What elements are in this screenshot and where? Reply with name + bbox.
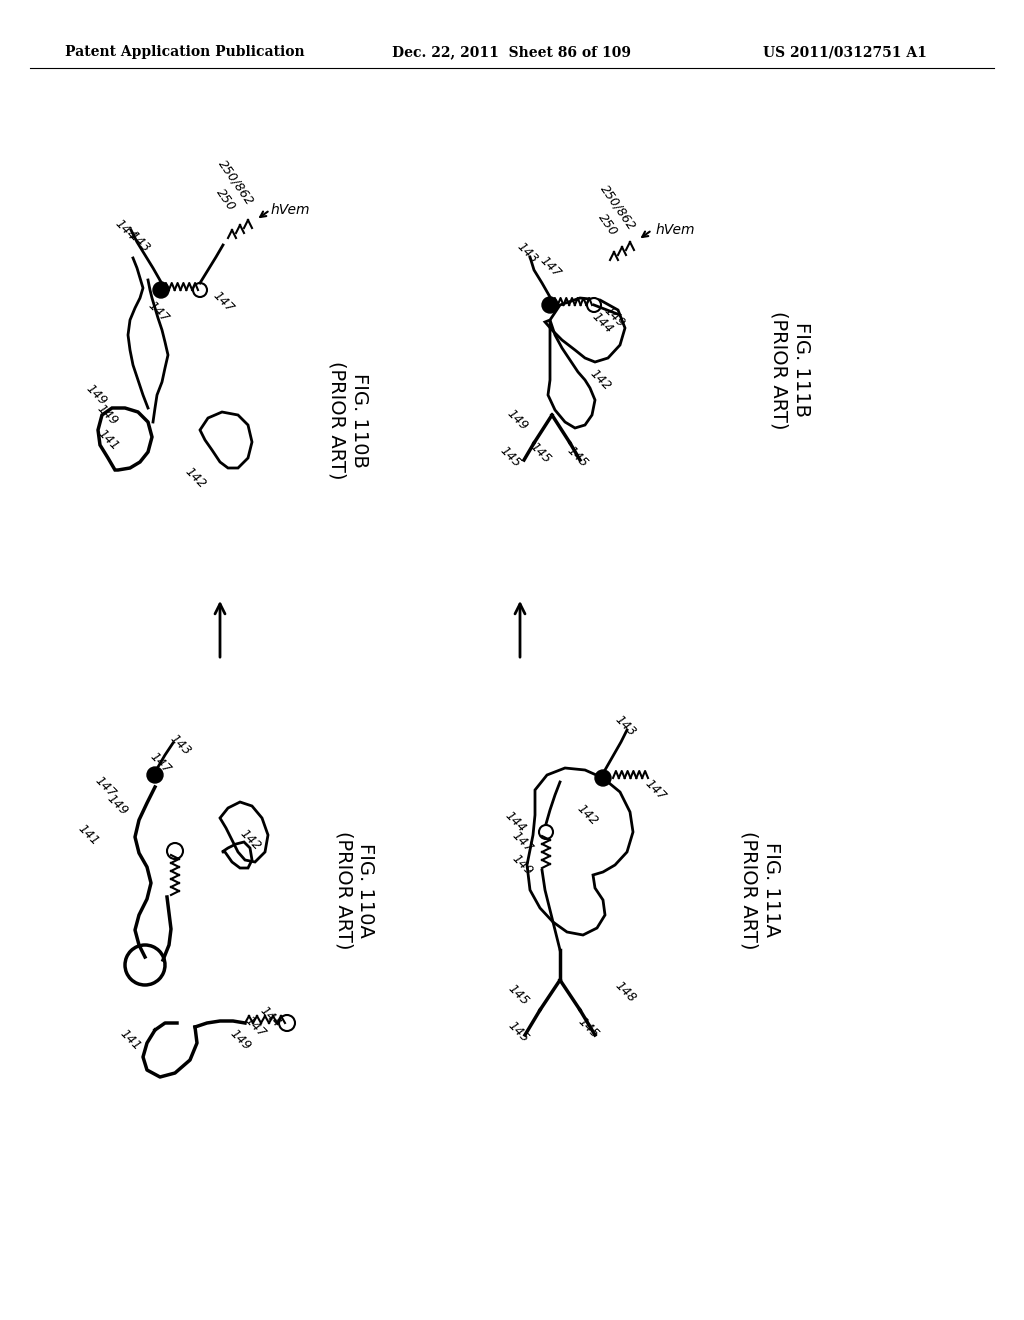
Text: hVem: hVem [655, 223, 694, 238]
Text: US 2011/0312751 A1: US 2011/0312751 A1 [763, 45, 927, 59]
Text: 149: 149 [94, 401, 120, 428]
Text: 144: 144 [502, 809, 528, 836]
Text: 141: 141 [75, 822, 101, 847]
Circle shape [587, 298, 601, 312]
Circle shape [279, 1015, 295, 1031]
Text: 148: 148 [612, 979, 638, 1005]
Text: 145: 145 [505, 1019, 531, 1045]
Text: Patent Application Publication: Patent Application Publication [66, 45, 305, 59]
Text: 147: 147 [537, 253, 563, 280]
Text: FIG. 111B
(PRIOR ART): FIG. 111B (PRIOR ART) [769, 310, 811, 429]
Circle shape [542, 297, 558, 313]
Text: 149: 149 [504, 407, 530, 433]
Text: 149: 149 [601, 304, 627, 330]
Text: 145: 145 [574, 1015, 601, 1041]
Text: 142: 142 [182, 465, 208, 491]
Text: FIG. 111A
(PRIOR ART): FIG. 111A (PRIOR ART) [739, 830, 780, 949]
Text: 147: 147 [145, 298, 171, 325]
Circle shape [539, 825, 553, 840]
Text: 147: 147 [642, 777, 668, 803]
Text: 147: 147 [210, 289, 237, 315]
Text: 142: 142 [587, 367, 613, 393]
Text: 147: 147 [242, 1014, 268, 1040]
Text: 142: 142 [573, 803, 600, 828]
Text: 250/862: 250/862 [216, 158, 256, 209]
Text: 149: 149 [509, 851, 536, 878]
Text: hVem: hVem [270, 203, 309, 216]
Text: 144: 144 [112, 216, 138, 243]
Text: 143: 143 [612, 713, 638, 739]
Text: 149: 149 [227, 1027, 253, 1053]
Circle shape [153, 282, 169, 298]
Text: 144: 144 [589, 310, 615, 337]
Text: 250: 250 [214, 186, 239, 214]
Text: 144: 144 [257, 1005, 283, 1030]
Text: 250/862: 250/862 [598, 183, 638, 234]
Text: 145: 145 [505, 982, 531, 1008]
Text: 141: 141 [95, 426, 121, 453]
Text: 145: 145 [497, 444, 523, 470]
Text: 149: 149 [103, 792, 130, 818]
Circle shape [147, 767, 163, 783]
Text: Dec. 22, 2011  Sheet 86 of 109: Dec. 22, 2011 Sheet 86 of 109 [392, 45, 632, 59]
Text: 143: 143 [167, 731, 194, 758]
Text: 143: 143 [126, 228, 153, 255]
Text: FIG. 110A
(PRIOR ART): FIG. 110A (PRIOR ART) [335, 830, 376, 949]
Text: 250: 250 [596, 211, 621, 239]
Text: 145: 145 [564, 444, 590, 470]
Text: 143: 143 [514, 240, 540, 267]
Circle shape [167, 843, 183, 859]
Text: 145: 145 [527, 440, 553, 466]
Circle shape [193, 282, 207, 297]
Text: 147: 147 [509, 829, 536, 855]
Text: 147: 147 [146, 750, 173, 776]
Text: 141: 141 [117, 1027, 143, 1053]
Circle shape [595, 770, 611, 785]
Text: 142: 142 [237, 826, 263, 853]
Text: 147: 147 [92, 774, 118, 800]
Text: 149: 149 [83, 381, 110, 408]
Text: FIG. 110B
(PRIOR ART): FIG. 110B (PRIOR ART) [328, 360, 369, 479]
